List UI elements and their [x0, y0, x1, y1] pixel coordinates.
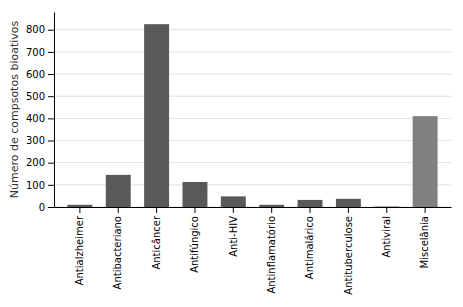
- x-tick: Antimalárico: [304, 207, 315, 279]
- x-tick-mark: [310, 207, 311, 213]
- x-tick: Antiviral: [381, 207, 392, 258]
- x-tick-mark: [156, 207, 157, 213]
- x-tick-mark: [79, 207, 80, 213]
- y-tick-label: 300: [26, 135, 45, 146]
- y-tick-mark: [48, 118, 54, 119]
- grid: [54, 30, 451, 207]
- bar: [259, 205, 284, 207]
- x-tick: Antibacteriano: [112, 207, 123, 289]
- bar: [67, 205, 92, 207]
- y-tick-label: 0: [39, 202, 45, 213]
- x-tick-label: Antimalárico: [304, 216, 315, 279]
- x-tick-label: Antialzheimer: [74, 215, 85, 285]
- bar: [413, 116, 438, 207]
- y-tick-label: 100: [26, 180, 45, 191]
- x-tick-mark: [233, 207, 234, 213]
- x-tick-label: Miscelânia: [419, 216, 430, 268]
- x-tick: Antialzheimer: [74, 207, 85, 285]
- y-tick-label: 200: [26, 157, 45, 168]
- x-tick-label: Antinflamatório: [266, 216, 277, 294]
- x-tick: Miscelânia: [419, 207, 430, 268]
- bar: [298, 200, 323, 207]
- x-tick-label: Antifúngico: [189, 216, 200, 273]
- y-tick-label: 700: [26, 47, 45, 58]
- y-axis: 0 100 200 300 400 500 600 700 800: [26, 13, 55, 213]
- x-tick-label: Anticâncer: [151, 215, 162, 269]
- y-tick: 200: [26, 157, 54, 168]
- bar: [336, 199, 361, 207]
- x-axis: Antialzheimer Antibacteriano Anticâncer Ant…: [55, 207, 452, 295]
- y-tick-label: 500: [26, 91, 45, 102]
- bar: [374, 206, 399, 207]
- grid-line: [54, 118, 451, 119]
- y-axis-title: Número de compsotos bioativos: [8, 20, 21, 198]
- x-tick: Antituberculose: [343, 207, 354, 295]
- x-tick-label: Anti-HIV: [228, 216, 239, 257]
- chart-container: Antialzheimer Antibacteriano Anticâncer Ant…: [0, 0, 463, 307]
- grid-line: [54, 74, 451, 75]
- x-tick-label: Antibacteriano: [112, 216, 123, 289]
- y-tick: 500: [26, 91, 54, 102]
- bar: [106, 175, 131, 207]
- bar: [144, 24, 169, 207]
- y-axis-line: [54, 13, 55, 208]
- bars: [67, 24, 437, 207]
- x-tick-mark: [425, 207, 426, 213]
- y-tick-label: 600: [26, 69, 45, 80]
- x-tick-label: Antituberculose: [343, 216, 354, 295]
- y-tick-mark: [48, 52, 54, 53]
- y-tick-mark: [48, 141, 54, 142]
- x-tick: Antifúngico: [189, 207, 200, 273]
- y-tick-mark: [48, 96, 54, 97]
- y-tick-label: 800: [26, 24, 45, 35]
- x-tick: Antinflamatório: [266, 207, 277, 294]
- x-tick: Anti-HIV: [228, 207, 239, 257]
- y-tick: 300: [26, 135, 54, 146]
- y-tick: 0: [39, 202, 54, 213]
- grid-line: [54, 29, 451, 30]
- grid-line: [54, 51, 451, 52]
- x-tick-label: Antiviral: [381, 216, 392, 258]
- y-tick-mark: [48, 207, 54, 208]
- y-tick-mark: [48, 163, 54, 164]
- bar: [221, 196, 246, 207]
- y-tick: 100: [26, 180, 54, 191]
- bar: [182, 182, 207, 207]
- plot: Antialzheimer Antibacteriano Anticâncer Ant…: [26, 13, 452, 295]
- y-tick: 400: [26, 113, 54, 124]
- y-tick: 600: [26, 69, 54, 80]
- x-tick-mark: [348, 207, 349, 213]
- y-tick-mark: [48, 185, 54, 186]
- x-tick-mark: [194, 207, 195, 213]
- y-tick-label: 400: [26, 113, 45, 124]
- grid-line: [54, 96, 451, 97]
- y-tick: 800: [26, 24, 54, 35]
- x-tick: Anticâncer: [151, 207, 162, 270]
- y-tick: 700: [26, 47, 54, 58]
- x-tick-mark: [118, 207, 119, 213]
- grid-line: [54, 140, 451, 141]
- chart-svg: Antialzheimer Antibacteriano Anticâncer Ant…: [0, 0, 463, 307]
- x-tick-mark: [386, 207, 387, 213]
- y-tick-mark: [48, 30, 54, 31]
- y-tick-mark: [48, 74, 54, 75]
- grid-line: [54, 162, 451, 163]
- x-axis-line: [55, 207, 452, 208]
- x-tick-mark: [271, 207, 272, 213]
